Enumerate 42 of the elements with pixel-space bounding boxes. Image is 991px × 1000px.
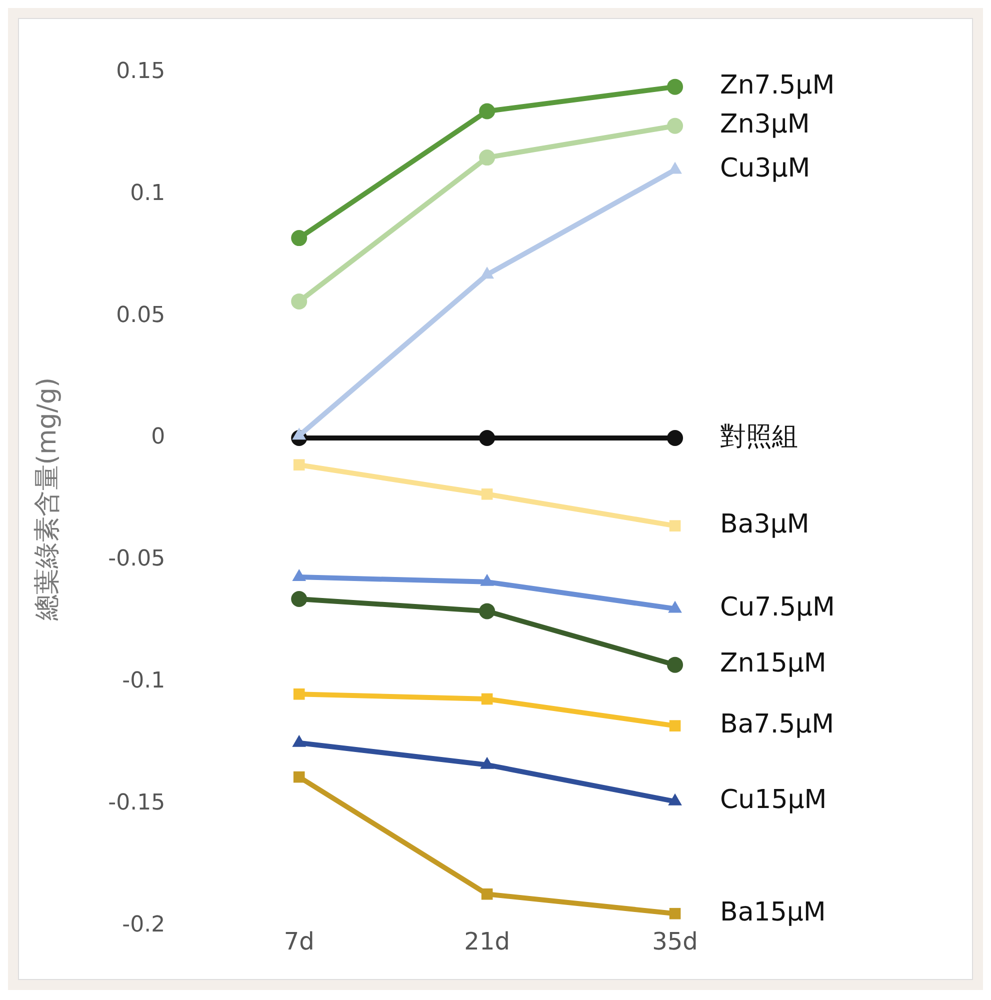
series-label: Ba7.5μM	[720, 710, 834, 740]
point	[479, 103, 496, 120]
y-tick-label: -0.15	[108, 790, 166, 816]
x-tick-label: 21d	[464, 927, 510, 956]
point	[293, 688, 305, 700]
point	[481, 488, 493, 500]
y-tick-label: -0.05	[108, 546, 166, 572]
series-label: Cu7.5μM	[720, 592, 835, 622]
series-label: Ba15μM	[720, 897, 826, 928]
point	[669, 720, 681, 732]
point	[669, 908, 681, 920]
series-label: 對照組	[720, 422, 798, 452]
y-tick-label: 0.15	[116, 58, 166, 84]
y-tick-label: 0.05	[116, 302, 166, 328]
point	[481, 888, 493, 900]
y-tick-label: 0.1	[130, 180, 166, 206]
point	[667, 78, 684, 95]
point	[481, 693, 493, 705]
point	[667, 430, 684, 446]
point	[291, 230, 308, 246]
y-tick-label: -0.2	[122, 912, 166, 938]
point	[293, 771, 305, 783]
x-tick-label: 7d	[284, 927, 314, 956]
point	[669, 520, 681, 532]
point	[291, 293, 308, 310]
x-tick-label: 35d	[652, 927, 698, 956]
y-tick-label: -0.1	[122, 668, 166, 694]
series-label: Zn3μM	[720, 110, 810, 140]
point	[479, 430, 496, 446]
point	[479, 150, 496, 166]
series-label: Cu3μM	[720, 154, 810, 184]
series-label: Ba3μM	[720, 510, 810, 540]
series-label: Zn7.5μM	[720, 70, 835, 101]
series-label: Zn15μM	[720, 648, 826, 679]
y-axis-title: 總葉綠素含量(mg/g)	[32, 377, 62, 622]
point	[291, 590, 308, 607]
point	[479, 603, 496, 620]
y-tick-label: 0	[151, 424, 166, 450]
point	[667, 656, 684, 673]
point	[293, 459, 305, 471]
series-label: Cu15μM	[720, 785, 827, 816]
point	[667, 118, 684, 134]
